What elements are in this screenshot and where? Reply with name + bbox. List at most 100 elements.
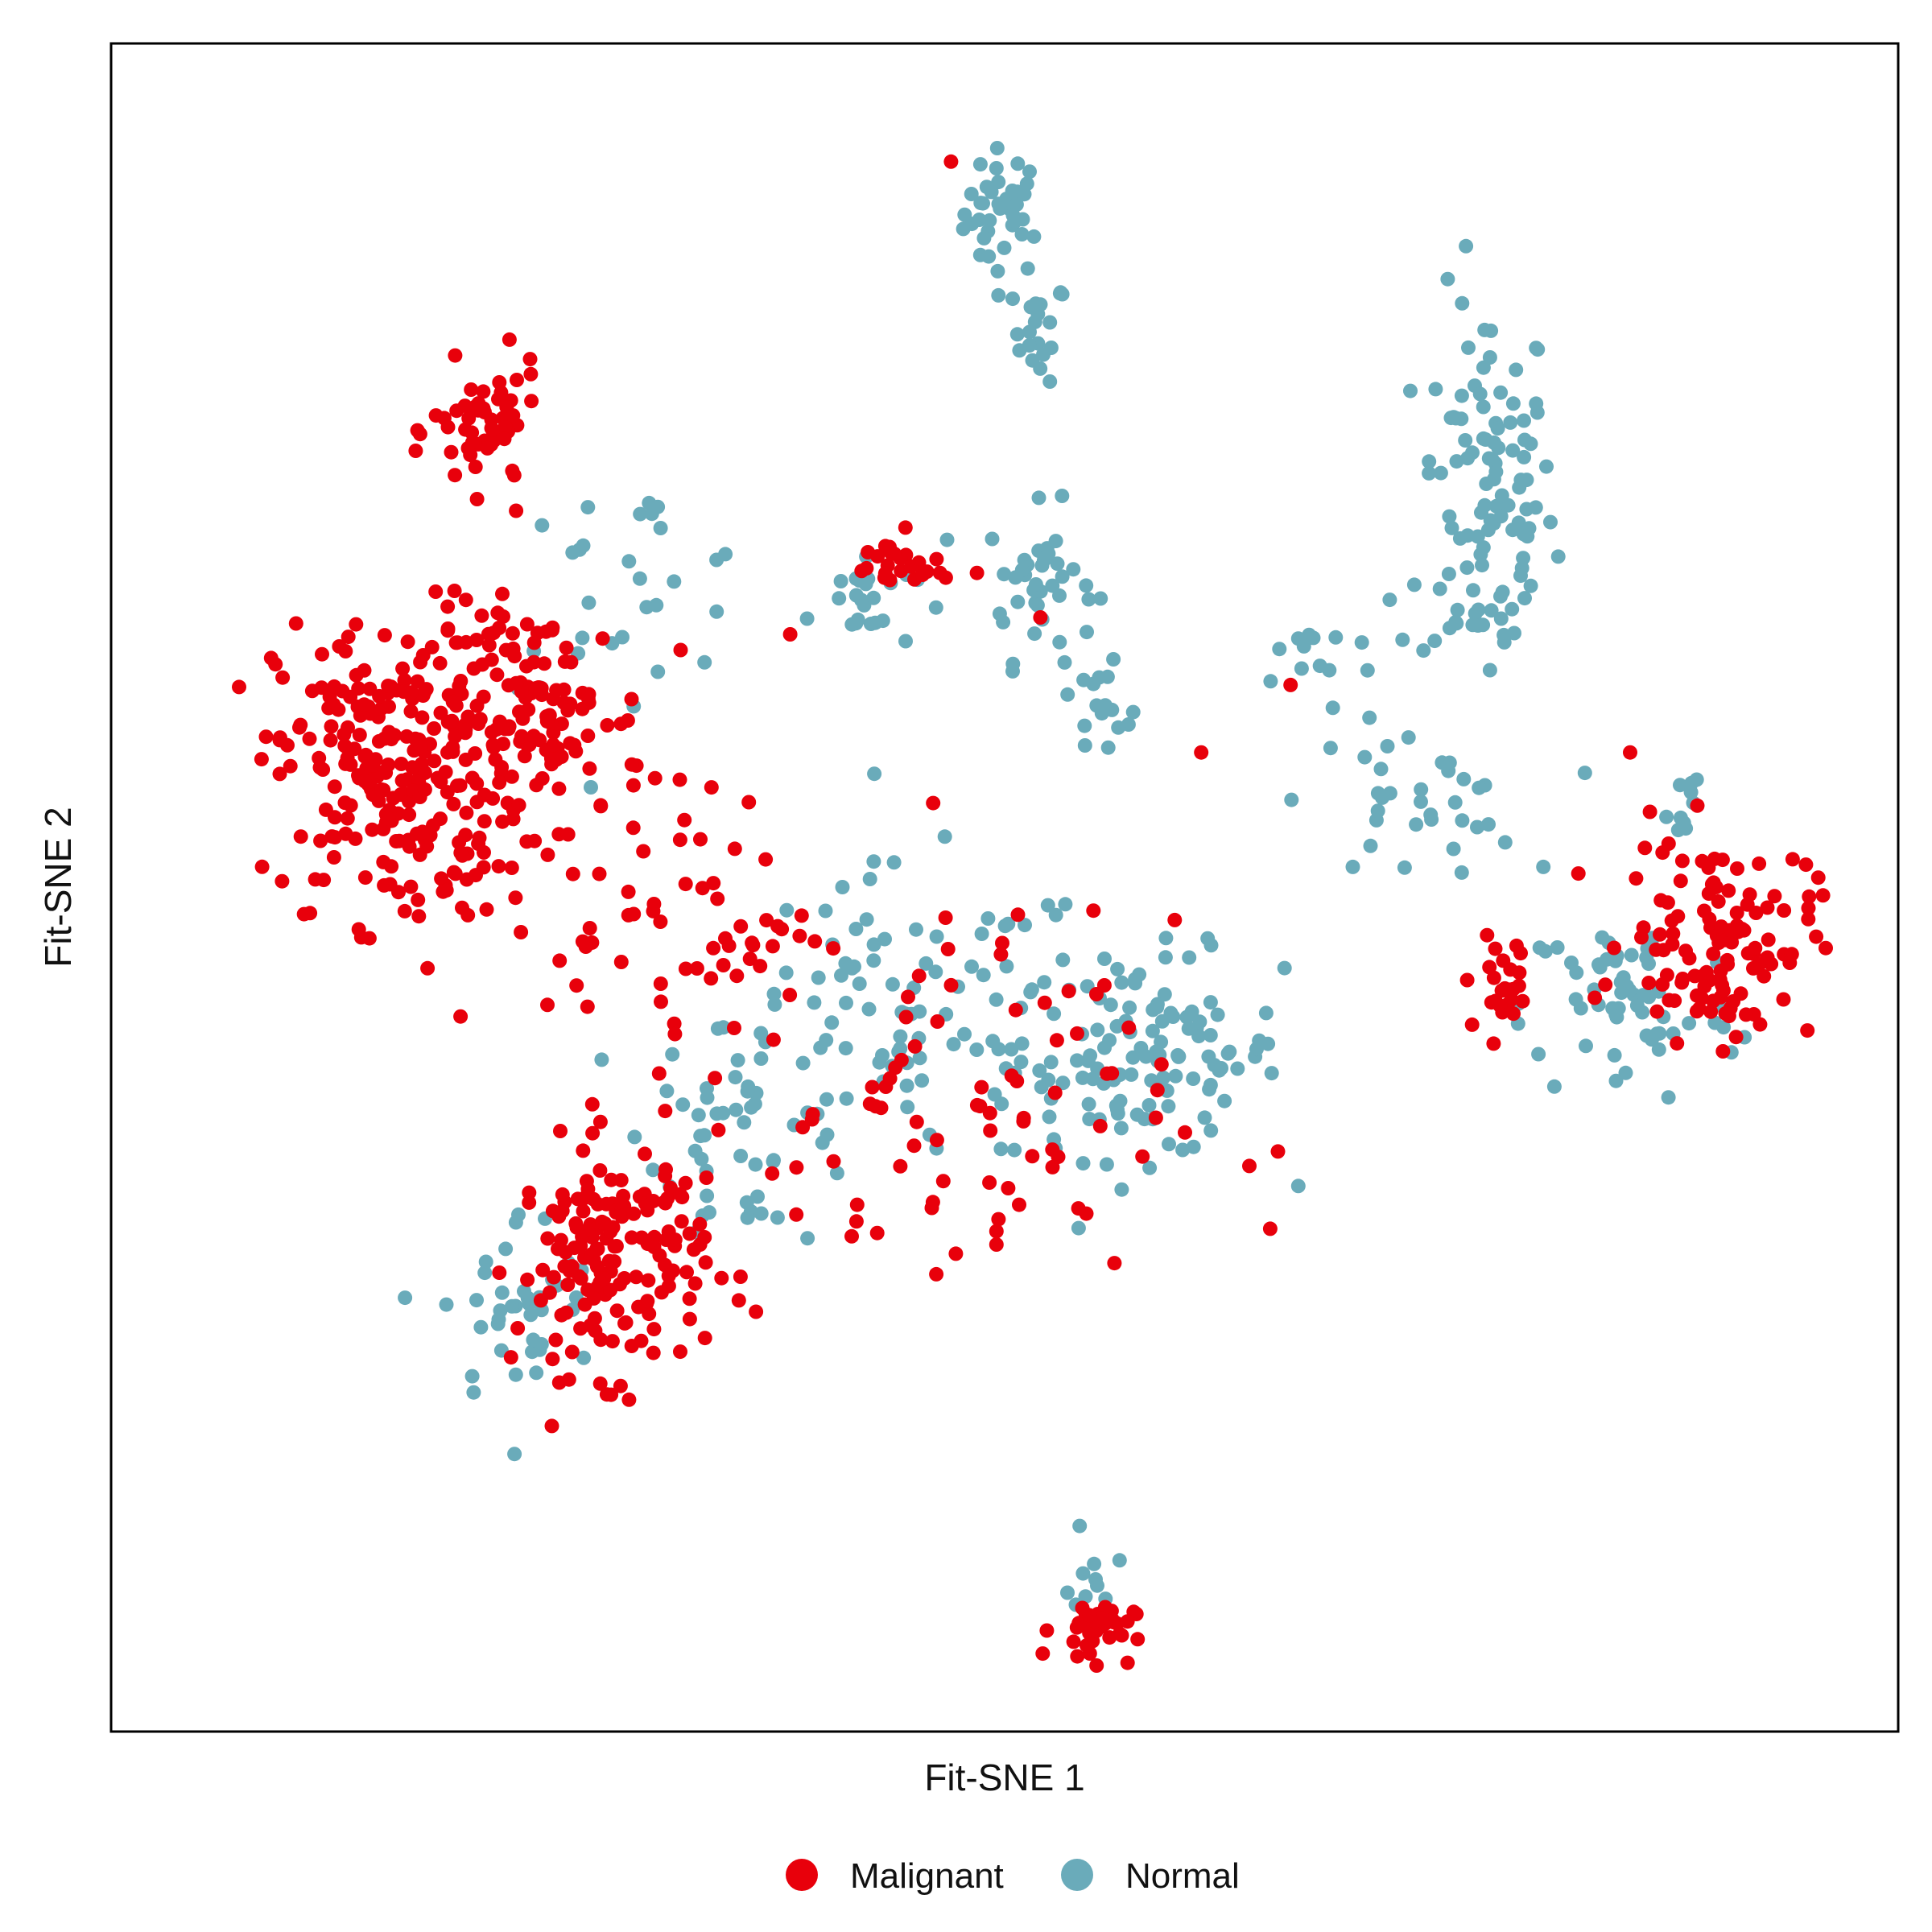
point-normal [740,1084,755,1099]
point-normal [1496,627,1512,642]
point-normal [753,1206,769,1221]
point-malignant [506,408,521,423]
point-malignant [1739,1007,1753,1022]
point-malignant [1049,1033,1064,1048]
point-malignant [564,1344,580,1360]
point-malignant [1802,889,1817,904]
point-malignant [308,872,323,887]
point-normal [909,922,923,937]
point-malignant [504,769,519,784]
point-normal [1360,663,1375,678]
point-malignant [758,852,774,867]
point-malignant [485,737,501,753]
point-normal [997,567,1012,582]
point-malignant [448,866,463,881]
point-malignant [749,1304,764,1319]
point-normal [1106,652,1121,667]
point-malignant [315,646,329,662]
point-normal [1478,432,1493,447]
point-normal [507,1447,522,1462]
point-malignant [1492,998,1508,1013]
point-malignant [577,1297,592,1312]
point-malignant [938,910,953,925]
point-normal [1110,961,1125,976]
point-malignant [302,731,317,746]
point-malignant [1714,919,1729,935]
point-malignant [318,802,333,817]
point-malignant [673,642,688,658]
point-malignant [546,737,561,753]
point-malignant [272,766,287,782]
point-normal [1081,592,1096,607]
point-normal [1428,382,1443,397]
point-malignant [678,877,693,892]
point-normal [799,611,815,626]
point-malignant [489,667,505,683]
point-normal [1076,672,1092,687]
point-malignant [569,978,584,993]
point-malignant [582,921,597,935]
point-normal [1444,520,1459,535]
point-malignant [1010,907,1026,923]
point-malignant [697,1331,712,1346]
point-normal [1682,1016,1697,1031]
point-normal [1294,661,1309,676]
point-normal [1473,547,1488,562]
point-normal [740,1210,755,1225]
point-malignant [1515,993,1530,1009]
point-normal [1097,952,1112,966]
point-normal [584,780,598,795]
point-normal [1272,642,1287,657]
point-normal [839,995,853,1010]
point-malignant [1086,903,1101,919]
point-malignant [336,727,352,742]
point-malignant [1150,1083,1165,1098]
point-malignant [1464,1017,1480,1032]
point-malignant [427,753,442,769]
point-normal [1493,385,1509,400]
point-normal [687,1143,703,1158]
point-malignant [1607,940,1621,956]
point-malignant [1642,804,1657,819]
y-axis-label: Fit-SNE 2 [37,807,79,967]
point-normal [807,995,822,1010]
point-normal [1459,238,1474,254]
point-malignant [357,774,373,789]
point-malignant [551,1241,565,1257]
point-normal [1154,1013,1170,1029]
point-malignant [595,1215,610,1230]
point-normal [862,872,877,886]
point-malignant [974,1080,989,1095]
point-normal [1422,454,1437,469]
point-malignant [445,740,460,755]
point-normal [800,1231,815,1246]
point-malignant [624,691,639,707]
point-malignant [687,1276,703,1291]
point-normal [1441,567,1456,581]
point-malignant [1194,745,1209,760]
point-normal [508,1367,523,1382]
point-malignant [548,1332,564,1348]
point-malignant [1135,1149,1150,1164]
point-malignant [682,1311,697,1327]
point-normal [991,1042,1006,1057]
point-malignant [770,919,786,934]
point-normal [675,1097,691,1113]
point-normal [1141,1098,1157,1113]
point-malignant [915,568,930,582]
point-malignant [603,1282,618,1298]
point-malignant [1678,943,1693,959]
point-normal [1380,739,1395,753]
point-malignant [903,559,919,574]
point-malignant [560,827,576,842]
point-normal [1081,1096,1096,1112]
point-malignant [1283,677,1298,692]
point-normal [1403,383,1418,398]
point-normal [838,956,853,971]
point-malignant [381,811,396,826]
point-malignant [1104,1066,1120,1081]
point-malignant [551,1375,567,1390]
point-malignant [458,422,473,437]
point-malignant [626,906,642,922]
point-malignant [870,549,886,564]
